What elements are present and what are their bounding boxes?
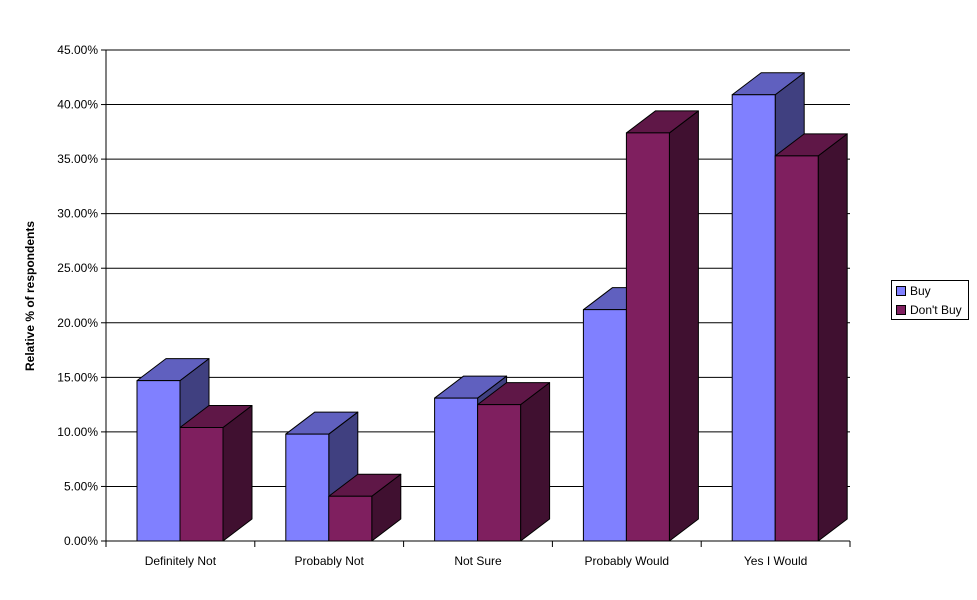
bar-front: [179, 427, 224, 542]
legend-label-buy: Buy: [910, 284, 931, 298]
y-tick-label: 35.00%: [57, 152, 98, 166]
bar-front: [328, 495, 373, 542]
y-tick-label: 25.00%: [57, 261, 98, 275]
bar-side: [222, 405, 253, 542]
y-tick-label: 5.00%: [64, 479, 98, 493]
y-tick-label: 20.00%: [57, 316, 98, 330]
bar-side: [520, 382, 551, 542]
bar-front: [774, 155, 819, 542]
bar: [328, 473, 402, 542]
legend-item-dont-buy: Don't Buy: [896, 302, 962, 318]
bar-front: [731, 94, 776, 542]
y-tick-label: 15.00%: [57, 370, 98, 384]
x-tick-label: Definitely Not: [145, 554, 217, 568]
bar-front: [136, 380, 181, 542]
bar-front: [434, 397, 479, 542]
bar-side: [817, 133, 848, 542]
bar-front: [625, 132, 670, 542]
bar-front: [477, 404, 522, 542]
y-tick-label: 10.00%: [57, 425, 98, 439]
x-tick-label: Probably Not: [295, 554, 365, 568]
y-tick-label: 30.00%: [57, 207, 98, 221]
bar: [625, 110, 699, 542]
legend-swatch-buy: [896, 286, 906, 296]
bars: [136, 72, 848, 542]
legend: Buy Don't Buy: [891, 280, 969, 320]
bar-front: [285, 433, 330, 542]
bar: [179, 405, 253, 542]
legend-swatch-dont-buy: [896, 305, 906, 315]
x-tick-label: Not Sure: [454, 554, 502, 568]
y-axis-label: Relative % of respondents: [23, 221, 37, 371]
y-tick-label: 40.00%: [57, 98, 98, 112]
y-tick-label: 45.00%: [57, 43, 98, 57]
x-tick-label: Probably Would: [585, 554, 670, 568]
bar-front: [582, 309, 627, 542]
tick-labels: 0.00% 5.00% 10.00% 15.00% 20.00% 25.00% 30.00%…: [57, 43, 807, 568]
legend-label-dont-buy: Don't Buy: [910, 303, 962, 317]
x-tick-label: Yes I Would: [744, 554, 807, 568]
bar: [477, 382, 551, 542]
bar-side: [668, 110, 699, 542]
bar: [774, 133, 848, 542]
legend-item-buy: Buy: [896, 283, 931, 299]
y-tick-label: 0.00%: [64, 534, 98, 548]
